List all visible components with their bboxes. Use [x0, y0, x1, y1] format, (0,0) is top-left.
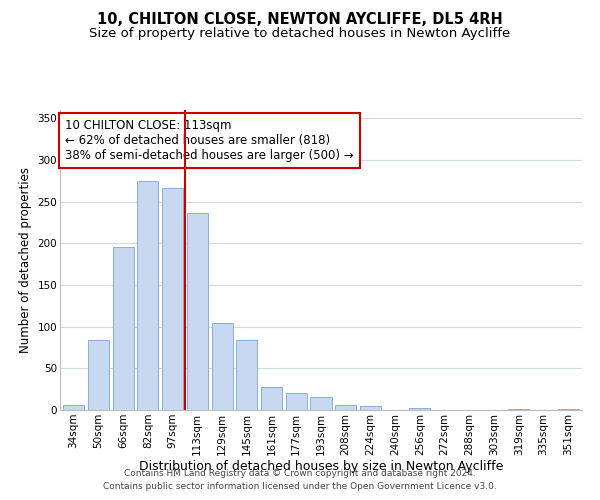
Text: Contains public sector information licensed under the Open Government Licence v3: Contains public sector information licen… — [103, 482, 497, 491]
Bar — [310, 396, 332, 410]
Bar — [286, 394, 307, 410]
Bar — [360, 406, 381, 410]
Bar — [162, 188, 183, 410]
Text: Size of property relative to detached houses in Newton Aycliffe: Size of property relative to detached ho… — [89, 28, 511, 40]
Bar — [261, 386, 282, 410]
Bar — [558, 409, 579, 410]
X-axis label: Distribution of detached houses by size in Newton Aycliffe: Distribution of detached houses by size … — [139, 460, 503, 473]
Bar — [508, 409, 529, 410]
Bar — [88, 340, 109, 410]
Bar — [212, 324, 233, 410]
Text: 10 CHILTON CLOSE: 113sqm
← 62% of detached houses are smaller (818)
38% of semi-: 10 CHILTON CLOSE: 113sqm ← 62% of detach… — [65, 119, 354, 162]
Text: 10, CHILTON CLOSE, NEWTON AYCLIFFE, DL5 4RH: 10, CHILTON CLOSE, NEWTON AYCLIFFE, DL5 … — [97, 12, 503, 28]
Bar — [63, 405, 84, 410]
Y-axis label: Number of detached properties: Number of detached properties — [19, 167, 32, 353]
Bar — [409, 408, 430, 410]
Bar — [113, 246, 134, 410]
Bar — [187, 214, 208, 410]
Text: Contains HM Land Registry data © Crown copyright and database right 2024.: Contains HM Land Registry data © Crown c… — [124, 468, 476, 477]
Bar — [236, 340, 257, 410]
Bar — [137, 181, 158, 410]
Bar — [335, 405, 356, 410]
